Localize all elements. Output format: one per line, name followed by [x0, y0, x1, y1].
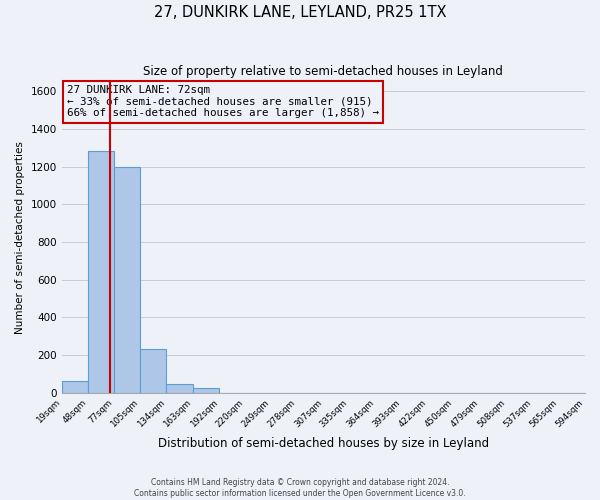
- Bar: [88, 150, 115, 393]
- Bar: [193, 388, 219, 393]
- Y-axis label: Number of semi-detached properties: Number of semi-detached properties: [15, 141, 25, 334]
- Bar: [115, 168, 140, 393]
- Bar: [140, 349, 166, 393]
- Title: Size of property relative to semi-detached houses in Leyland: Size of property relative to semi-detach…: [143, 65, 503, 78]
- X-axis label: Distribution of semi-detached houses by size in Leyland: Distribution of semi-detached houses by …: [158, 437, 489, 450]
- Text: 27 DUNKIRK LANE: 72sqm
← 33% of semi-detached houses are smaller (915)
66% of se: 27 DUNKIRK LANE: 72sqm ← 33% of semi-det…: [67, 85, 379, 118]
- Bar: [166, 384, 193, 393]
- Bar: [62, 382, 88, 393]
- Text: 27, DUNKIRK LANE, LEYLAND, PR25 1TX: 27, DUNKIRK LANE, LEYLAND, PR25 1TX: [154, 5, 446, 20]
- Text: Contains HM Land Registry data © Crown copyright and database right 2024.
Contai: Contains HM Land Registry data © Crown c…: [134, 478, 466, 498]
